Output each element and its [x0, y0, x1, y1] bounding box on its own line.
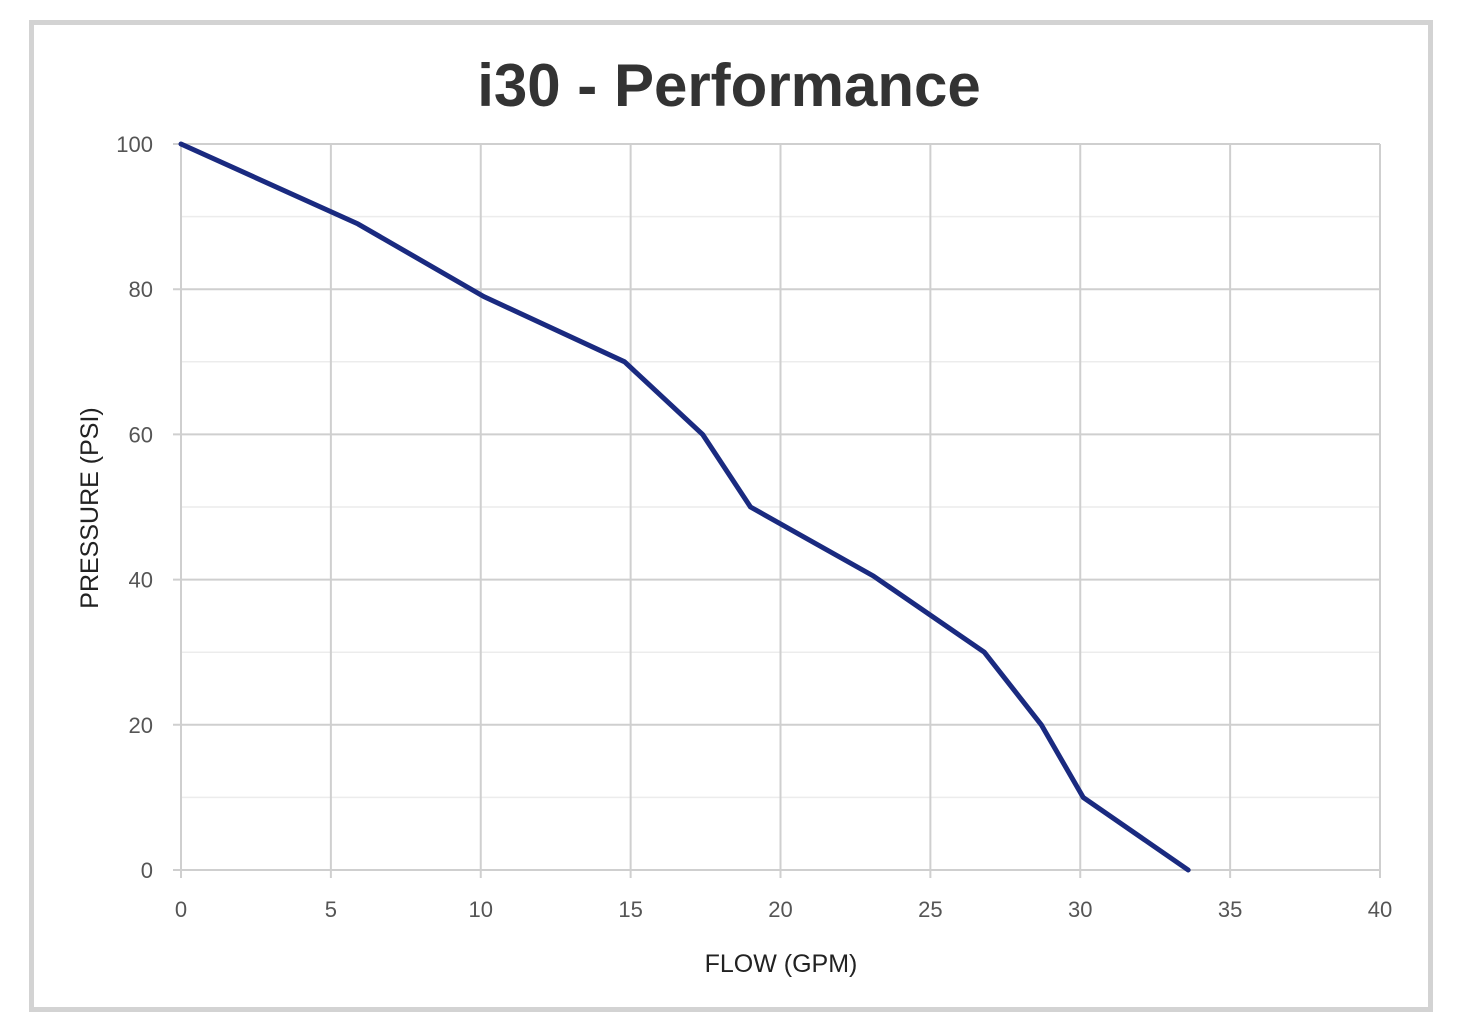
chart-title: i30 - Performance: [477, 52, 981, 119]
x-tick-label: 30: [1068, 897, 1092, 922]
x-tick-label: 20: [768, 897, 792, 922]
y-tick-label: 80: [129, 277, 153, 302]
y-tick-label: 60: [129, 422, 153, 447]
y-tick-label: 0: [141, 858, 153, 883]
x-axis-ticks: 0 5 10 15 20 25 30 35 40: [175, 897, 1392, 922]
y-tick-label: 20: [129, 713, 153, 738]
y-axis-label: PRESSURE (PSI): [76, 407, 104, 608]
x-tick-label: 35: [1218, 897, 1242, 922]
x-tick-label: 15: [618, 897, 642, 922]
x-tick-label: 40: [1368, 897, 1392, 922]
x-tick-label: 25: [918, 897, 942, 922]
y-tick-label: 40: [129, 568, 153, 593]
y-tick-label: 100: [116, 132, 153, 157]
y-axis-ticks: 0 20 40 60 80 100: [116, 132, 153, 883]
major-gridlines: [173, 143, 1381, 878]
x-axis-label: FLOW (GPM): [705, 950, 858, 978]
series-group: [178, 141, 1191, 873]
chart-frame: [29, 20, 1433, 1012]
x-tick-label: 5: [325, 897, 337, 922]
x-tick-label: 0: [175, 897, 187, 922]
series-line: [178, 141, 1191, 873]
x-tick-label: 10: [469, 897, 493, 922]
